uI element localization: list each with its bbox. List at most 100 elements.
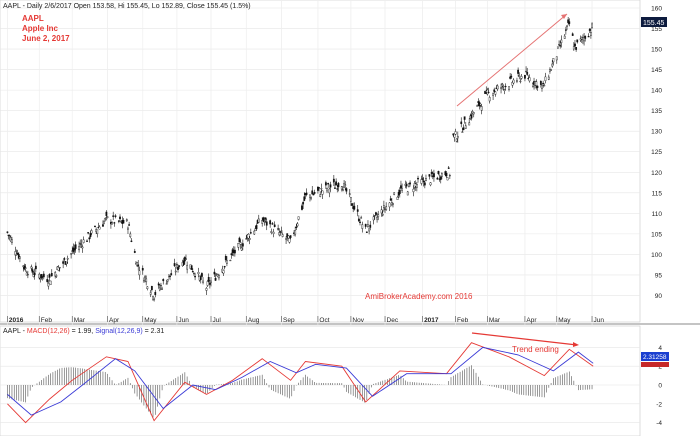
macd-tick-label: 2 bbox=[658, 364, 662, 371]
price-tick-label: 105 bbox=[651, 231, 662, 238]
candle-body bbox=[377, 214, 380, 218]
candle-body bbox=[494, 91, 497, 95]
candle-body bbox=[224, 255, 227, 261]
candle-body bbox=[295, 226, 298, 228]
candle-body bbox=[590, 32, 592, 36]
candle-body bbox=[356, 209, 359, 212]
candle-body bbox=[446, 177, 449, 181]
candle-body bbox=[385, 206, 388, 210]
candle-body bbox=[380, 209, 383, 214]
candle-body bbox=[130, 240, 133, 242]
candle-body bbox=[145, 278, 148, 283]
candle-body bbox=[280, 230, 283, 232]
price-trend-arrowhead bbox=[561, 14, 567, 19]
candle-body bbox=[421, 178, 424, 180]
candle-body bbox=[328, 188, 331, 194]
candle-body bbox=[144, 276, 146, 278]
candle-body bbox=[279, 231, 282, 233]
candle-body bbox=[536, 85, 539, 88]
candle-body bbox=[493, 89, 496, 92]
candle-body bbox=[526, 72, 529, 75]
candle-body bbox=[223, 266, 226, 268]
price-grid bbox=[0, 0, 640, 326]
candle-body bbox=[329, 184, 332, 188]
candle-body bbox=[305, 192, 308, 195]
candle-body bbox=[103, 221, 105, 224]
candle-body bbox=[476, 105, 479, 107]
price-tick-label: 120 bbox=[651, 170, 662, 177]
candle-body bbox=[319, 194, 322, 197]
macd-axis: -4 -2 0 2 4 bbox=[656, 345, 662, 427]
candle-body bbox=[405, 183, 408, 187]
candle-body bbox=[111, 222, 113, 225]
candle-body bbox=[205, 288, 208, 291]
candle-body bbox=[104, 218, 107, 220]
date-tick-label: Dec bbox=[387, 317, 399, 324]
candle-body bbox=[263, 221, 266, 223]
candle-body bbox=[301, 205, 303, 210]
candle-body bbox=[479, 103, 482, 106]
macd-header-symbol: AAPL bbox=[3, 328, 21, 335]
candle-body bbox=[261, 220, 264, 224]
candle-body bbox=[525, 70, 527, 73]
candle-body bbox=[152, 296, 154, 300]
candle-body bbox=[488, 97, 491, 102]
candle-body bbox=[574, 43, 576, 47]
candle-body bbox=[54, 272, 57, 277]
candle-body bbox=[174, 270, 177, 273]
candle-body bbox=[425, 178, 427, 182]
candle-body bbox=[199, 277, 202, 280]
macd-line bbox=[7, 342, 594, 424]
candle-body bbox=[311, 190, 314, 195]
candle-body bbox=[542, 82, 545, 85]
candle-body bbox=[372, 216, 375, 221]
candle-body bbox=[327, 183, 330, 185]
candle-body bbox=[468, 122, 471, 126]
candle-body bbox=[78, 246, 80, 251]
date-tick-label: Apr bbox=[109, 317, 120, 324]
candle-body bbox=[191, 271, 194, 273]
candle-body bbox=[587, 36, 590, 38]
trend-ending-label: Trend ending bbox=[512, 345, 559, 354]
candle-body bbox=[271, 223, 274, 225]
candle-body bbox=[433, 173, 435, 178]
candle-body bbox=[367, 224, 369, 228]
price-tick-label: 90 bbox=[655, 293, 663, 300]
candle-body bbox=[102, 224, 104, 227]
candle-body bbox=[487, 91, 490, 94]
candle-body bbox=[24, 267, 27, 269]
candle-body bbox=[272, 231, 275, 234]
price-tick-label: 160 bbox=[651, 6, 662, 13]
legend-company: Apple Inc bbox=[22, 24, 59, 33]
candle-body bbox=[417, 177, 419, 180]
candle-body bbox=[237, 243, 240, 248]
candle-body bbox=[335, 181, 338, 186]
candle-body bbox=[129, 233, 132, 237]
candle-body bbox=[560, 39, 563, 43]
candle-body bbox=[591, 23, 593, 28]
candle-body bbox=[264, 217, 267, 220]
candle-body bbox=[428, 174, 431, 177]
date-tick-label: Jul bbox=[213, 317, 222, 324]
candle-body bbox=[303, 196, 306, 201]
candle-body bbox=[422, 180, 425, 183]
candle-body bbox=[348, 193, 351, 195]
candle-body bbox=[294, 230, 297, 235]
macd-header: AAPL - MACD(12,26) = 1.99, Signal(12,26,… bbox=[3, 328, 164, 335]
candle-body bbox=[324, 182, 327, 186]
candle-body bbox=[500, 87, 502, 89]
macd-tick-label: -4 bbox=[656, 420, 662, 427]
candle-body bbox=[441, 173, 443, 177]
date-axis: 2016 Feb Mar Apr May Jun Jul Aug Sep Oct Nov Dec 201… bbox=[7, 316, 604, 324]
candle-body bbox=[262, 217, 265, 222]
candle-body bbox=[281, 234, 284, 237]
candle-body bbox=[6, 231, 9, 233]
candle-body bbox=[496, 85, 499, 90]
candle-body bbox=[543, 85, 546, 87]
last-price-value: 155.45 bbox=[643, 20, 665, 27]
price-tick-label: 130 bbox=[651, 129, 662, 136]
candle-body bbox=[197, 272, 200, 275]
candle-body bbox=[361, 224, 364, 229]
candle-body bbox=[128, 224, 131, 226]
price-tick-label: 150 bbox=[651, 47, 662, 54]
